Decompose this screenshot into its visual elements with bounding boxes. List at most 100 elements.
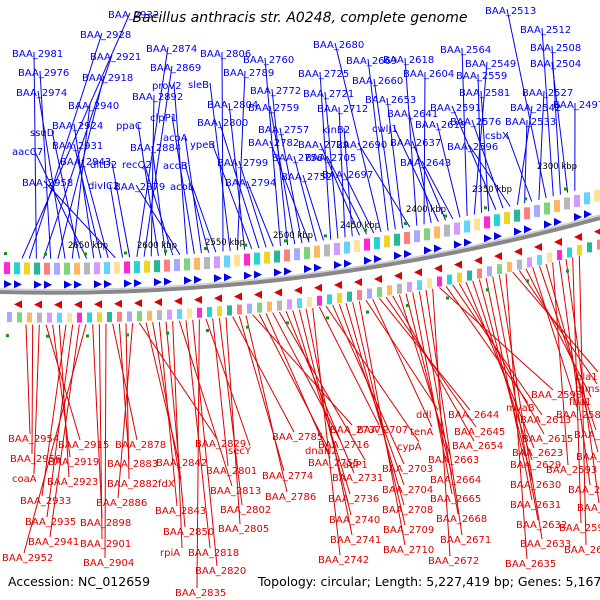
forward-gene-label[interactable]: BAA_2669 [346, 56, 397, 67]
reverse-gene-label[interactable]: BAA_2707 [357, 425, 408, 436]
forward-gene-label[interactable]: BAA_2576 [450, 117, 501, 128]
forward-gene-label[interactable]: BAA_2752 [281, 172, 332, 183]
forward-gene-label[interactable]: BAA_2697 [322, 170, 373, 181]
forward-gene-label[interactable]: BAA_2508 [530, 43, 581, 54]
forward-gene-label[interactable]: BAA_2721 [303, 89, 354, 100]
forward-gene-label[interactable]: BAA_2513 [485, 6, 536, 17]
reverse-gene-label[interactable]: BAA_2595 [577, 503, 600, 514]
forward-gene-label[interactable]: BAA_2806 [200, 49, 251, 60]
reverse-gene-label[interactable]: adP1 [343, 460, 368, 471]
forward-gene-label[interactable]: BAA_2725 [298, 69, 349, 80]
forward-gene-label[interactable]: BAA_2789 [223, 68, 274, 79]
forward-gene-label[interactable]: recQ2 [122, 160, 152, 171]
reverse-gene-label[interactable]: BAA_2882 [107, 479, 158, 490]
forward-gene-label[interactable]: BAA_2559 [456, 71, 507, 82]
reverse-gene-label[interactable]: BAA_2632 [516, 520, 567, 531]
reverse-gene-label[interactable]: BAA_2704 [382, 485, 433, 496]
reverse-gene-label[interactable]: BAA_2923 [47, 477, 98, 488]
reverse-gene-label[interactable]: BAA_2615 [522, 434, 573, 445]
forward-gene-label[interactable]: BAA_2976 [18, 68, 69, 79]
forward-gene-label[interactable]: BAA_2921 [90, 52, 141, 63]
forward-gene-label[interactable]: BAA_2800 [197, 118, 248, 129]
reverse-gene-label[interactable]: fdX [158, 479, 175, 490]
forward-gene-label[interactable]: BAA_2760 [243, 55, 294, 66]
reverse-gene-label[interactable]: BAA_2774 [262, 471, 313, 482]
forward-gene-label[interactable]: BAA_2705 [305, 153, 356, 164]
forward-gene-label[interactable]: BAA_2884 [130, 143, 181, 154]
reverse-gene-label[interactable]: BAA_2933 [20, 496, 71, 507]
reverse-gene-label[interactable]: BAA_2585 [574, 430, 600, 441]
reverse-gene-label[interactable]: BAA_2901 [80, 539, 131, 550]
forward-gene-label[interactable]: BAA_2591 [430, 103, 481, 114]
reverse-gene-label[interactable]: BAA_2935 [25, 517, 76, 528]
reverse-gene-label[interactable]: secY [228, 446, 252, 457]
forward-gene-label[interactable]: BAA_2940 [68, 101, 119, 112]
forward-gene-label[interactable]: BAA_2772 [250, 86, 301, 97]
reverse-gene-label[interactable]: BAA_2710 [383, 545, 434, 556]
forward-gene-label[interactable]: BAA_2869 [150, 63, 201, 74]
forward-gene-label[interactable]: BAA_2637 [390, 138, 441, 149]
forward-gene-label[interactable]: BAA_2712 [317, 104, 368, 115]
reverse-gene-label[interactable]: BAA_2736 [328, 494, 379, 505]
forward-gene-label[interactable]: acoB [163, 161, 188, 172]
forward-gene-label[interactable]: BAA_2618 [383, 55, 434, 66]
reverse-gene-label[interactable]: BAA_2886 [96, 498, 147, 509]
forward-gene-label[interactable]: BAA_2974 [16, 88, 67, 99]
forward-gene-label[interactable]: BAA_2928 [80, 30, 131, 41]
forward-gene-label[interactable]: BAA_2643 [400, 158, 451, 169]
reverse-gene-label[interactable]: BAA_2629 [510, 460, 561, 471]
forward-gene-label[interactable]: BAA_2799 [217, 158, 268, 169]
forward-gene-label[interactable]: BAA_2690 [336, 140, 387, 151]
forward-gene-label[interactable]: BAA_2512 [520, 25, 571, 36]
reverse-gene-label[interactable]: tenA [410, 427, 433, 438]
forward-gene-label[interactable]: BAA_2604 [403, 69, 454, 80]
reverse-gene-label[interactable]: BAA_2904 [83, 558, 134, 569]
reverse-gene-label[interactable]: BAA_2898 [80, 518, 131, 529]
reverse-gene-label[interactable]: BAA_2703 [382, 464, 433, 475]
reverse-gene-label[interactable]: BAA_2850 [163, 527, 214, 538]
forward-gene-label[interactable]: BAA_2660 [352, 76, 403, 87]
reverse-gene-label[interactable]: BAA_2671 [440, 535, 491, 546]
reverse-gene-label[interactable]: BAA_2631 [510, 500, 561, 511]
forward-gene-label[interactable]: csbX [485, 131, 509, 142]
reverse-gene-label[interactable]: BAA_2954 [8, 434, 59, 445]
forward-gene-label[interactable]: proV2 [152, 81, 182, 92]
reverse-gene-label[interactable]: BAA_2878 [115, 440, 166, 451]
reverse-gene-label[interactable]: ddl [416, 410, 431, 421]
forward-gene-label[interactable]: BAA_2924 [52, 121, 103, 132]
reverse-gene-label[interactable]: BAA_2644 [448, 410, 499, 421]
reverse-gene-label[interactable]: BAA_2818 [188, 548, 239, 559]
forward-gene-label[interactable]: BAA_2757 [258, 125, 309, 136]
forward-gene-label[interactable]: BAA_2782 [248, 138, 299, 149]
forward-gene-label[interactable]: aacC7 [12, 147, 43, 158]
forward-gene-label[interactable]: BAA_2504 [530, 59, 581, 70]
reverse-gene-label[interactable]: BAA_2593 [546, 465, 597, 476]
forward-gene-label[interactable]: BAA_2542 [510, 103, 561, 114]
reverse-gene-label[interactable]: BAA_2956 [10, 454, 61, 465]
reverse-gene-label[interactable]: BAA_2708 [382, 505, 433, 516]
reverse-gene-label[interactable]: BAA_2665 [430, 494, 481, 505]
reverse-gene-label[interactable]: BAA_2599 [559, 523, 600, 534]
reverse-gene-label[interactable]: BAA_2716 [318, 440, 369, 451]
forward-gene-label[interactable]: ppaC [116, 121, 142, 132]
forward-gene-label[interactable]: BAA_2931 [52, 141, 103, 152]
forward-gene-label[interactable]: BAA_2564 [440, 45, 491, 56]
forward-gene-label[interactable]: BAA_2680 [313, 40, 364, 51]
reverse-gene-label[interactable]: BAA_2919 [48, 457, 99, 468]
reverse-gene-label[interactable]: bla1 [576, 372, 598, 383]
reverse-gene-label[interactable]: BAA_2915 [58, 440, 109, 451]
reverse-gene-label[interactable]: BAA_2805 [218, 524, 269, 535]
forward-gene-label[interactable]: ssuD [30, 128, 55, 139]
reverse-gene-label[interactable]: BAA_2802 [220, 505, 271, 516]
forward-gene-label[interactable]: BAA_2549 [465, 59, 516, 70]
forward-gene-label[interactable]: BAA_2804 [207, 100, 258, 111]
reverse-gene-label[interactable]: BAA_2663 [428, 455, 479, 466]
reverse-gene-label[interactable]: BAA_2835 [175, 588, 226, 599]
forward-gene-label[interactable]: BAA_2918 [82, 73, 133, 84]
reverse-gene-label[interactable]: BAA_2941 [28, 537, 79, 548]
forward-gene-label[interactable]: BAA_2958 [22, 178, 73, 189]
reverse-gene-label[interactable]: BAA_2829 [195, 439, 246, 450]
reverse-gene-label[interactable]: BAA_2583 [556, 410, 600, 421]
forward-gene-label[interactable]: BAA_2759 [248, 103, 299, 114]
reverse-gene-label[interactable]: BAA_2842 [156, 458, 207, 469]
